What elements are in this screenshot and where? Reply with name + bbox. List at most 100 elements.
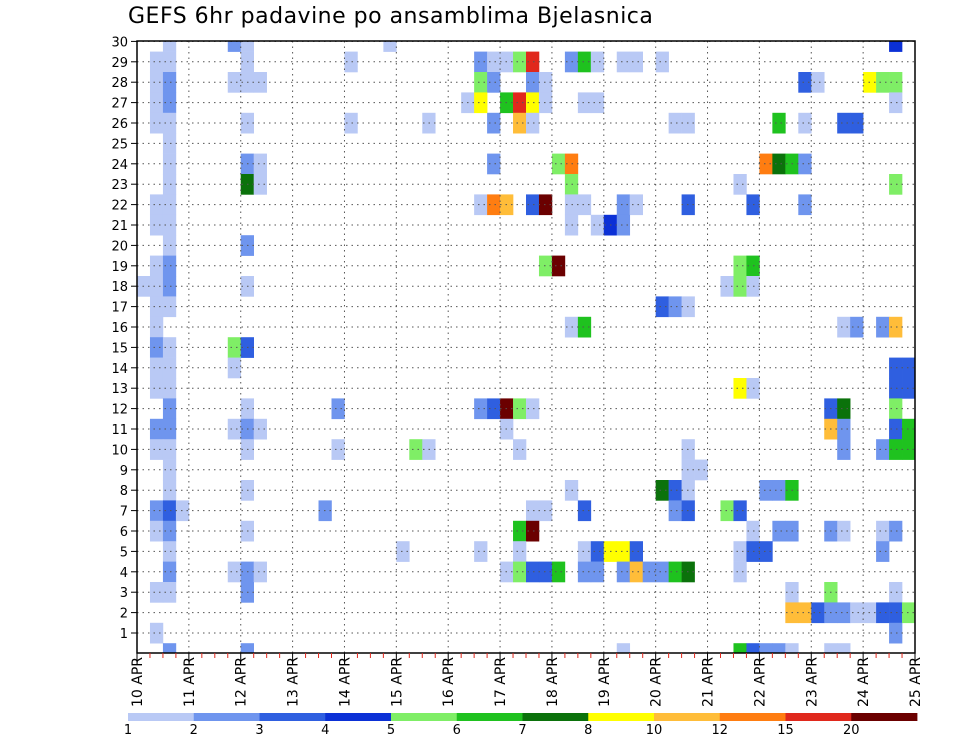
heat-cell (513, 112, 527, 134)
heat-cell (551, 153, 566, 175)
heat-cell (526, 561, 540, 583)
heat-cell (162, 500, 177, 522)
heat-cell (162, 235, 177, 256)
heat-cell (409, 439, 423, 460)
heat-cell (668, 500, 682, 522)
heat-cell (655, 296, 669, 318)
heat-cell (149, 51, 164, 73)
heat-cell (876, 316, 890, 338)
x-tick-label: 11 APR (182, 657, 198, 707)
heat-cell (616, 643, 631, 654)
heat-cell (746, 643, 760, 654)
heat-cell (331, 398, 345, 420)
heat-cell (733, 174, 747, 195)
legend-swatch (785, 713, 852, 721)
heat-cell (227, 357, 242, 379)
heat-cell (837, 643, 851, 654)
heat-cell (149, 622, 164, 644)
legend-swatch (128, 713, 195, 721)
heat-cell (526, 194, 540, 216)
heat-cell (149, 520, 164, 542)
heat-cell (876, 72, 890, 93)
y-tick-label: 23 (111, 178, 128, 193)
heat-cell (902, 602, 916, 624)
y-tick-label: 19 (111, 260, 128, 275)
legend-label: 4 (321, 723, 329, 738)
heat-cell (149, 316, 164, 338)
heat-cell (798, 194, 812, 216)
heat-cell (629, 194, 643, 216)
heat-cell (889, 418, 903, 440)
legend-swatch (851, 713, 918, 721)
heat-cell (162, 541, 177, 562)
y-tick-label: 16 (111, 321, 128, 336)
heat-cell (149, 255, 164, 277)
heat-cell (902, 357, 916, 379)
heat-cell (149, 276, 164, 297)
heat-cell (175, 500, 190, 522)
heat-cell (538, 500, 553, 522)
heat-cell (577, 561, 592, 583)
y-tick-label: 30 (111, 35, 128, 50)
heat-cell (798, 72, 812, 93)
heat-cell (850, 602, 864, 624)
heat-cell (162, 41, 177, 52)
x-tick-label: 25 APR (908, 657, 924, 707)
heat-cell (538, 255, 553, 277)
heat-cell (149, 418, 164, 440)
y-tick-label: 12 (111, 403, 128, 418)
heat-cell (474, 541, 488, 562)
heat-cell (889, 41, 903, 52)
heat-cell (889, 582, 903, 603)
heat-cell (227, 418, 242, 440)
heat-cell (513, 541, 527, 562)
legend-swatch (325, 713, 392, 721)
x-tick-label: 23 APR (804, 657, 820, 707)
x-tick-label: 24 APR (856, 657, 872, 707)
heat-cell (889, 378, 903, 399)
heat-cell (837, 439, 851, 460)
heat-cell (240, 41, 254, 52)
heat-cell (344, 51, 358, 73)
heat-cell (149, 378, 164, 399)
heat-cell (694, 459, 708, 481)
heat-cell (733, 276, 747, 297)
heat-cell (162, 480, 177, 501)
legend-label: 5 (387, 723, 395, 738)
heat-cell (487, 51, 501, 73)
heat-cell (759, 480, 773, 501)
heat-cell (876, 439, 890, 460)
y-tick-label: 7 (120, 505, 128, 520)
heat-cell (253, 418, 267, 440)
heat-cell (513, 51, 527, 73)
heat-cell (811, 72, 825, 93)
heat-cell (655, 561, 669, 583)
legend-swatch (456, 713, 523, 721)
heat-cell (149, 194, 164, 216)
legend-label: 10 (646, 723, 663, 738)
heat-cell (772, 480, 786, 501)
x-tick-label: 13 APR (286, 657, 302, 707)
legend-label: 7 (518, 723, 526, 738)
heat-cell (590, 92, 605, 114)
x-tick-label: 12 APR (234, 657, 250, 707)
heat-cell (785, 643, 799, 654)
y-tick-label: 4 (120, 566, 128, 581)
x-tick-label: 16 APR (441, 657, 457, 707)
x-tick-label: 10 APR (130, 657, 146, 707)
heat-cell (149, 500, 164, 522)
x-tick-label: 21 APR (701, 657, 717, 707)
y-tick-label: 14 (111, 362, 128, 377)
heat-cell (720, 500, 734, 522)
heat-cell (889, 72, 903, 93)
heat-cell (162, 51, 177, 73)
heat-cell (162, 72, 177, 93)
heat-cell (837, 112, 851, 134)
y-tick-label: 15 (111, 341, 128, 356)
heat-cell (798, 112, 812, 134)
y-tick-label: 17 (111, 301, 128, 316)
heat-cell (149, 296, 164, 318)
heat-cell (668, 296, 682, 318)
heat-cell (889, 602, 903, 624)
heat-cell (162, 174, 177, 195)
